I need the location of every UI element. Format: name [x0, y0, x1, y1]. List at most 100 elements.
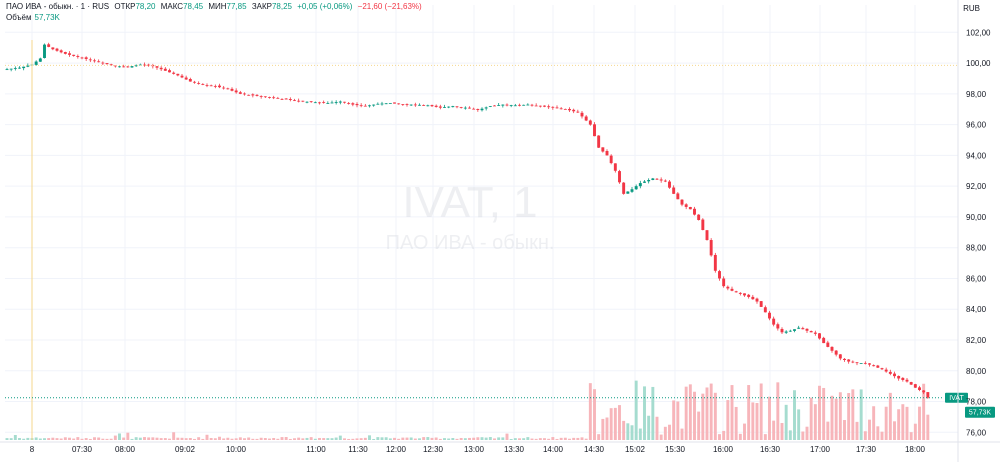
- volume-bar: [751, 402, 755, 440]
- candle: [626, 191, 630, 194]
- candle: [288, 97, 292, 102]
- candle-body: [576, 111, 580, 113]
- volume-bar: [488, 437, 492, 440]
- volume-bars: [5, 380, 930, 440]
- candle-body: [663, 180, 667, 182]
- volume-bar: [788, 430, 792, 440]
- candle: [826, 340, 830, 348]
- candle: [455, 106, 459, 109]
- candle: [305, 101, 309, 104]
- time-tick-label: 15:30: [665, 445, 686, 454]
- candle: [584, 115, 588, 122]
- candle-body: [68, 53, 71, 55]
- candle: [772, 316, 776, 327]
- candle: [347, 101, 351, 105]
- symbol-badge-bg: [945, 392, 968, 403]
- volume-bar: [5, 438, 9, 440]
- candle-body: [301, 100, 305, 102]
- volume-bar: [780, 423, 784, 440]
- candle: [559, 107, 563, 110]
- candle-body: [643, 181, 646, 183]
- candle: [834, 350, 838, 357]
- candle: [159, 66, 163, 72]
- volume-bar: [443, 438, 446, 440]
- candle-body: [213, 85, 217, 87]
- candle: [918, 385, 921, 392]
- candle: [201, 83, 205, 86]
- candle-body: [813, 332, 817, 334]
- price-axis[interactable]: 102,00 100,00 98,00 96,00 94,00 92,00 90,00 88,…: [957, 0, 991, 462]
- currency-label[interactable]: RUB: [963, 4, 980, 13]
- candle-body: [818, 333, 821, 339]
- candle-body: [651, 178, 655, 180]
- candle-body: [897, 375, 901, 379]
- candle-body: [76, 56, 80, 57]
- candle-body: [580, 112, 584, 117]
- volume-bar: [493, 438, 496, 440]
- candle-body: [530, 104, 534, 106]
- volume-bar: [430, 437, 434, 440]
- volume-bar: [697, 411, 701, 440]
- volume-bar: [684, 386, 688, 440]
- candle: [622, 182, 626, 195]
- candle: [830, 346, 834, 353]
- volume-bar: [447, 438, 451, 440]
- symbol-badge[interactable]: IVAT: [945, 392, 968, 403]
- candle-body: [884, 369, 888, 372]
- volume-bar: [251, 438, 255, 440]
- candle: [184, 75, 188, 80]
- high-label: МАКС: [160, 2, 184, 11]
- candle-body: [347, 103, 351, 104]
- candle: [334, 100, 338, 105]
- volume-bar: [422, 437, 426, 440]
- candle-body: [84, 57, 88, 59]
- candle: [713, 252, 717, 273]
- price-tick-label: 78,00: [966, 398, 987, 407]
- candle-body: [63, 52, 67, 54]
- candle-body: [430, 105, 434, 107]
- candle: [926, 392, 930, 399]
- candle: [797, 325, 801, 329]
- candle: [18, 66, 21, 69]
- candle-body: [222, 87, 226, 89]
- candle-body: [43, 44, 46, 58]
- candle-body: [5, 69, 9, 71]
- candle: [155, 66, 159, 70]
- symbol-name[interactable]: ПАО ИВА - обыкн. · 1 · RUS: [6, 2, 110, 11]
- candle-body: [59, 50, 63, 53]
- candle-body: [463, 107, 467, 109]
- volume-bar: [359, 438, 363, 440]
- time-tick-label: 12:30: [423, 445, 444, 454]
- candle: [343, 101, 346, 104]
- candle: [818, 333, 821, 340]
- time-tick-label: 16:00: [713, 445, 734, 454]
- candle: [768, 310, 771, 321]
- candle: [213, 84, 217, 89]
- candle-body: [709, 240, 713, 256]
- candle-body: [205, 85, 209, 86]
- volume-bar: [97, 437, 101, 440]
- candle: [330, 100, 334, 104]
- candle: [588, 119, 592, 126]
- candle: [805, 328, 809, 333]
- candle: [693, 206, 696, 216]
- volume-bar: [51, 437, 55, 440]
- volume-bar: [626, 423, 630, 440]
- candle-body: [343, 101, 346, 103]
- volume-bar: [209, 438, 213, 440]
- candle-body: [888, 371, 892, 374]
- candle-body: [384, 103, 388, 105]
- volume-bar: [509, 438, 513, 440]
- legend-header: ПАО ИВА - обыкн. · 1 · RUS ОТКР78,20 МАК…: [6, 2, 422, 12]
- candle-body: [359, 105, 363, 107]
- volume-badge[interactable]: 57,73K: [965, 406, 995, 418]
- candle: [413, 102, 417, 107]
- candle-body: [776, 324, 780, 329]
- candle-body: [355, 104, 359, 106]
- volume-label[interactable]: Объём: [6, 13, 32, 22]
- time-axis[interactable]: 8 07:30 08:00 09:02 10:00 11:00 11:30 12:00 12:3…: [0, 441, 1000, 454]
- candle-body: [547, 106, 551, 108]
- candle: [576, 109, 580, 113]
- volume-badge-bg: [965, 406, 995, 418]
